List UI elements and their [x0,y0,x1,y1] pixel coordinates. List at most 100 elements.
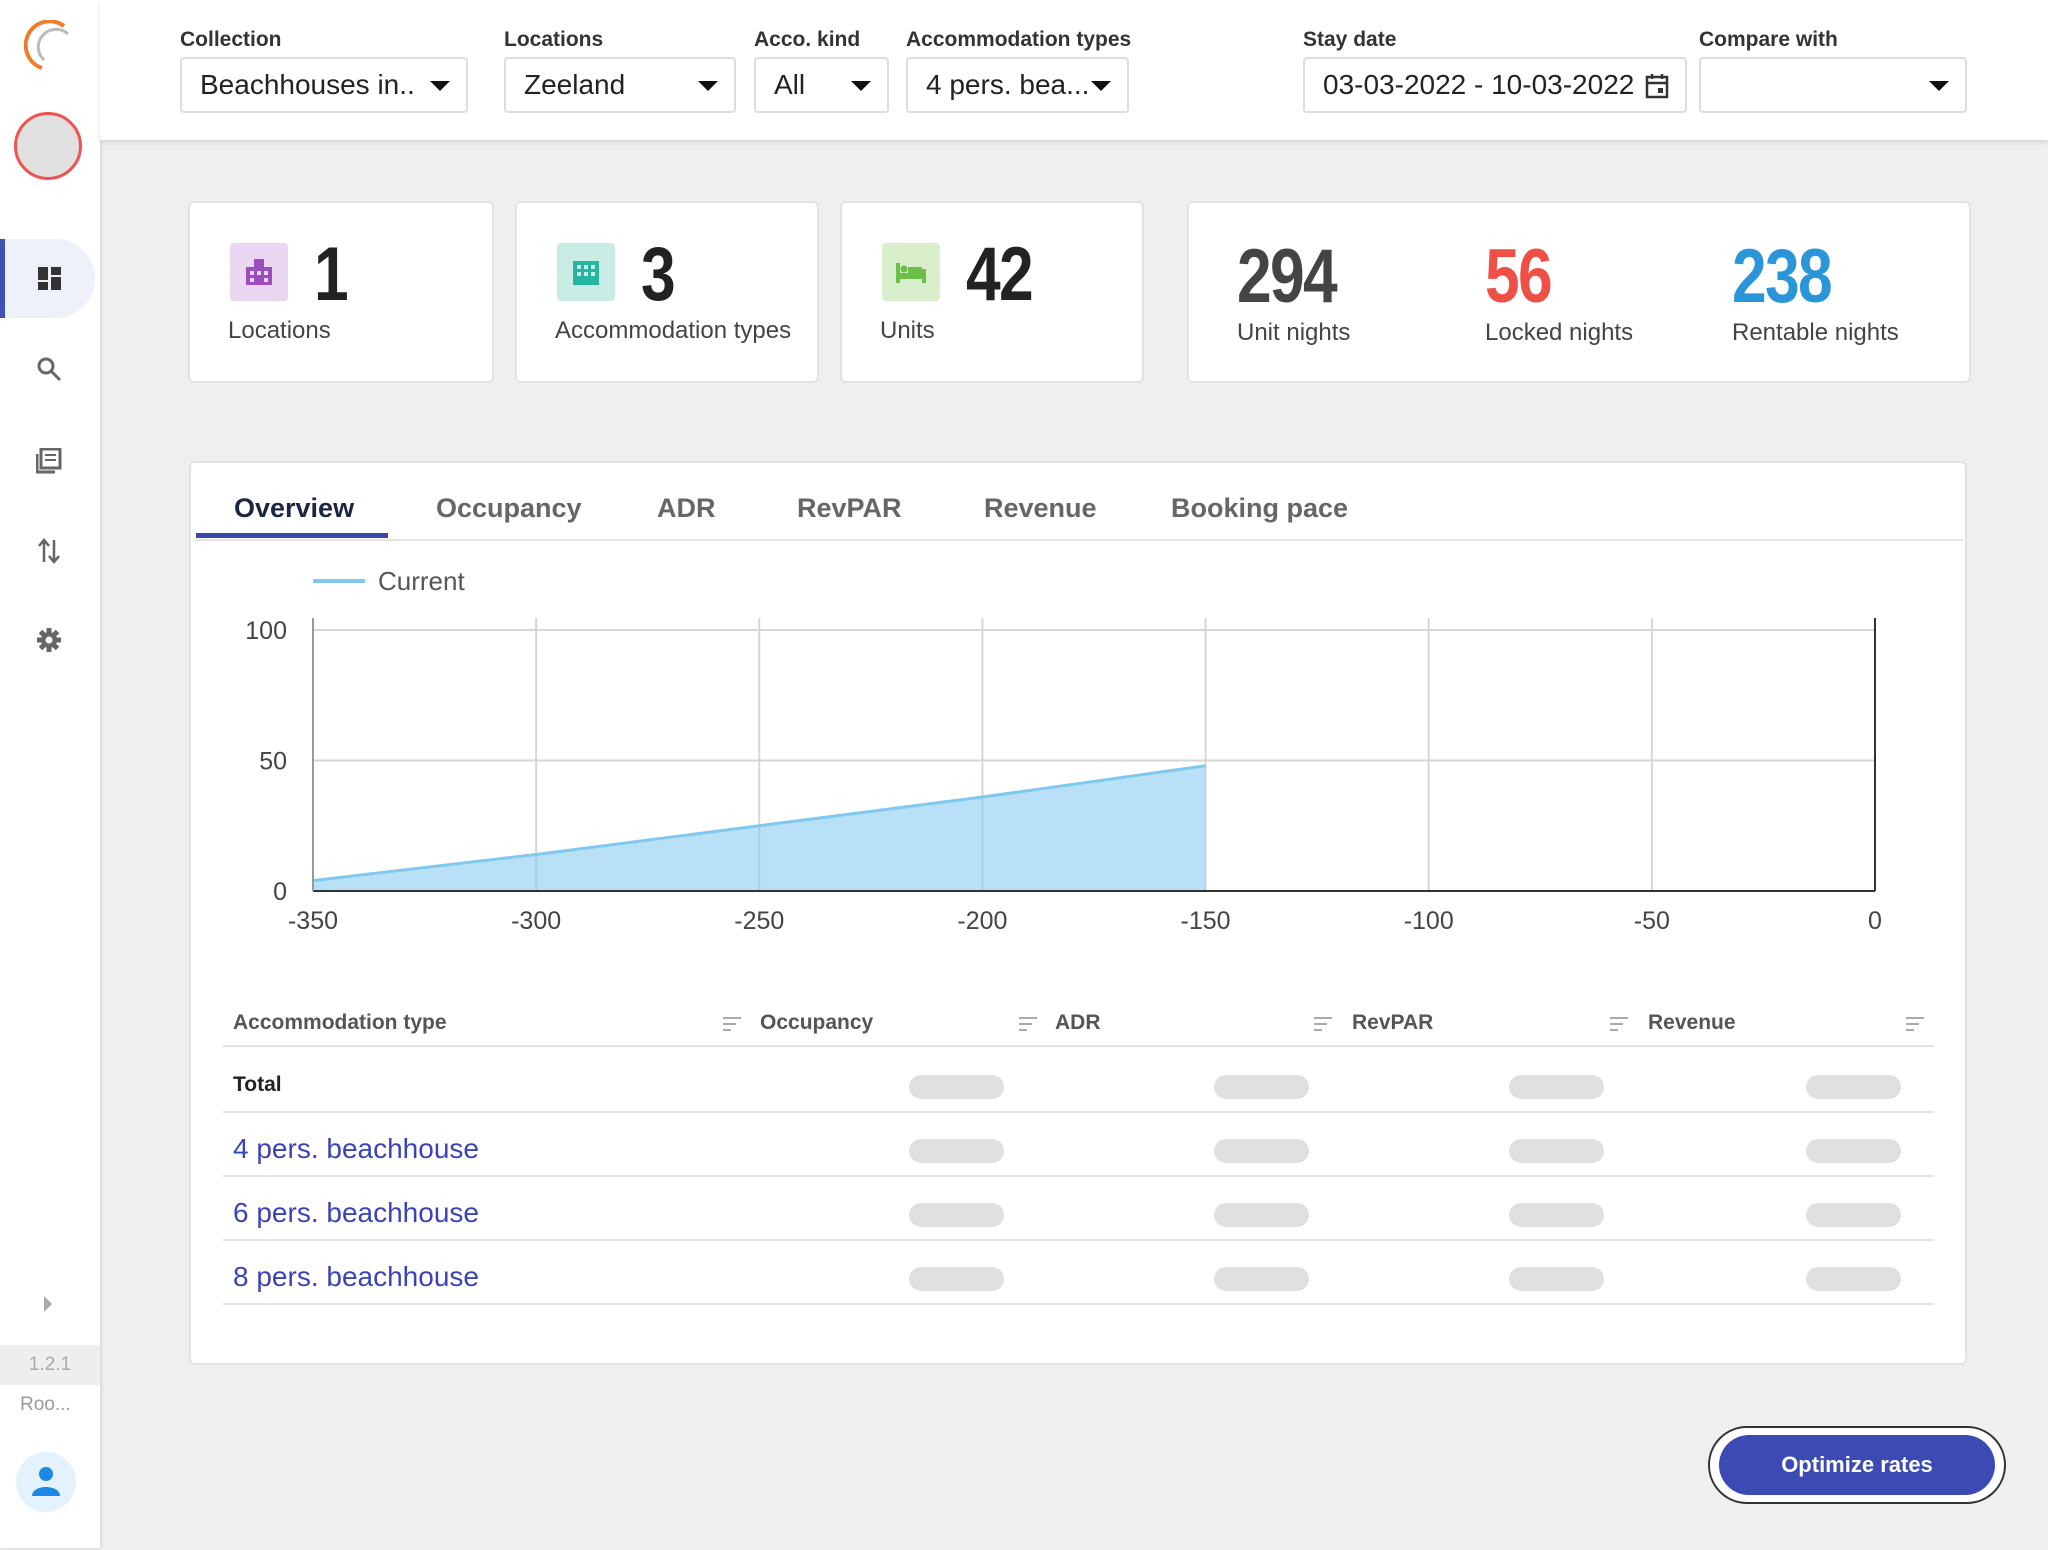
row-link[interactable]: 4 pers. beachhouse [233,1133,479,1164]
sort-icon[interactable] [1610,1017,1628,1035]
filter-label: Compare with [1699,28,1838,51]
acco-kind-select[interactable]: All [754,57,889,113]
tab[interactable]: RevPAR [797,493,902,523]
filter-value: 4 pers. bea... [926,69,1090,100]
optimize-button[interactable]: Optimize rates [1719,1435,1995,1495]
sort-icon[interactable] [1019,1017,1037,1035]
filter-label: Stay date [1303,28,1397,51]
tab[interactable]: Revenue [984,493,1097,523]
logo [24,20,70,70]
nav-sort[interactable] [38,538,60,564]
column-header[interactable]: Accommodation type [233,1011,447,1034]
avatar[interactable] [14,112,82,180]
compare-select[interactable] [1699,57,1967,113]
nights-value: 56 [1485,234,1553,319]
row-link[interactable]: 6 pers. beachhouse [233,1197,479,1228]
tab[interactable]: Occupancy [436,493,582,523]
location-icon [230,243,288,301]
row-divider [223,1111,1934,1113]
version: 1.2.1 [0,1345,100,1385]
y-tick-label: 0 [273,878,287,906]
bed-icon [882,243,940,301]
loading-placeholder [1806,1267,1901,1291]
loading-placeholder [1509,1139,1604,1163]
loading-placeholder [1509,1203,1604,1227]
filter-label: Collection [180,28,282,51]
row-divider [223,1175,1934,1177]
y-tick-label: 100 [245,617,287,645]
filter-label: Acco. kind [754,28,861,51]
column-header[interactable]: ADR [1055,1011,1101,1034]
dashboard-icon [38,267,61,290]
loading-placeholder [1806,1139,1901,1163]
expand-arrow[interactable] [42,1294,54,1314]
nights-value: 238 [1732,234,1833,319]
column-header[interactable]: RevPAR [1352,1011,1434,1034]
collection-select[interactable]: Beachhouses in.. [180,57,468,113]
loading-placeholder [1806,1203,1901,1227]
nav-dashboard[interactable] [0,239,95,318]
overview-panel: Overview Occupancy ADR RevPAR Revenue Bo… [189,461,1967,1365]
loading-placeholder [1214,1139,1309,1163]
loading-placeholder [1214,1267,1309,1291]
user-button[interactable] [16,1452,76,1512]
stat-card: 42 Units [840,201,1144,383]
acco-types-select[interactable]: 4 pers. bea... [906,57,1129,113]
loading-placeholder [1509,1267,1604,1291]
nights-label: Locked nights [1485,319,1634,346]
tab-indicator [196,533,388,538]
column-header[interactable]: Occupancy [760,1011,874,1034]
row-link[interactable]: 8 pers. beachhouse [233,1261,479,1292]
area-fill [313,765,1206,891]
stat-value: 42 [966,232,1034,317]
area-line [312,764,1206,883]
building-icon [557,243,615,301]
nights-label: Rentable nights [1732,319,1899,346]
row-divider [223,1045,1934,1047]
nav-search[interactable] [36,356,62,382]
sort-icon[interactable] [723,1017,741,1035]
user-icon [32,1467,60,1496]
stat-label: Locations [228,317,331,344]
sort-icon[interactable] [1906,1017,1924,1035]
y-tick-label: 50 [259,748,287,776]
nights-card: 294 Unit nights 56 Locked nights 238 Ren… [1187,201,1971,383]
x-tick-label: -150 [1181,907,1231,935]
stat-card: 1 Locations [188,201,494,383]
nights-value: 294 [1237,234,1338,319]
locations-select[interactable]: Zeeland [504,57,736,113]
loading-placeholder [1806,1075,1901,1099]
tab[interactable]: Booking pace [1171,493,1349,523]
stat-label: Accommodation types [555,317,792,344]
nav-reports[interactable] [36,448,62,474]
stat-card: 3 Accommodation types [515,201,819,383]
filter-value: Zeeland [524,69,626,100]
tab-divider [195,539,1963,541]
filter-value: 03-03-2022 - 10-03-2022 [1323,69,1635,100]
loading-placeholder [1509,1075,1604,1099]
row-divider [223,1303,1934,1305]
stat-label: Units [880,317,935,344]
loading-placeholder [1214,1203,1309,1227]
legend-label: Current [378,566,465,596]
nav-settings[interactable] [36,627,62,653]
tab[interactable]: ADR [657,493,716,523]
stat-value: 3 [641,232,676,317]
loading-placeholder [1214,1075,1309,1099]
user-name: Roo... [20,1394,71,1415]
x-tick-label: -300 [511,907,561,935]
x-tick-label: 0 [1868,907,1882,935]
stay-date-input[interactable]: 03-03-2022 - 10-03-2022 [1303,57,1687,113]
sort-icon[interactable] [1314,1017,1332,1035]
chart: 0 50 100 -350 -300 -250 -200 -150 -100 -50 0 Curren… [245,566,1882,935]
column-header[interactable]: Revenue [1648,1011,1736,1034]
x-tick-label: -100 [1404,907,1454,935]
x-tick-label: -200 [957,907,1007,935]
tab[interactable]: Overview [234,493,355,523]
loading-placeholder [909,1203,1004,1227]
x-tick-label: -50 [1634,907,1670,935]
loading-placeholder [909,1075,1004,1099]
filter-value: Beachhouses in.. [200,69,415,100]
button-outline: Optimize rates [1708,1426,2006,1504]
